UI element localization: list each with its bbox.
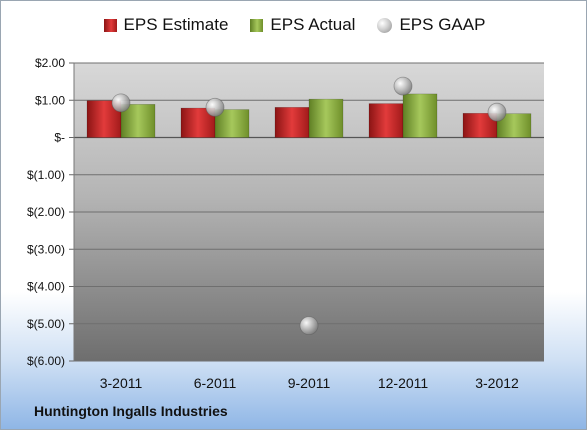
- x-category-label: 3-2012: [475, 375, 519, 391]
- y-tick-label: $(4.00): [27, 280, 65, 294]
- point-eps-gaap: [299, 316, 319, 336]
- legend-item-eps-actual: EPS Actual: [250, 15, 355, 35]
- x-category-label: 12-2011: [378, 375, 429, 391]
- legend-label-eps-gaap: EPS GAAP: [399, 15, 486, 34]
- y-tick-label: $1.00: [35, 93, 65, 107]
- chart-legend: EPS Estimate EPS Actual EPS GAAP: [1, 15, 587, 35]
- legend-label-eps-actual: EPS Actual: [270, 15, 356, 34]
- point-eps-gaap: [393, 76, 413, 96]
- x-category-label: 3-2011: [100, 375, 143, 391]
- y-tick-label: $(2.00): [27, 205, 65, 219]
- bar-eps-actual: [402, 93, 438, 138]
- y-tick-label: $(3.00): [27, 242, 65, 256]
- y-tick-label: $(5.00): [27, 317, 65, 331]
- legend-item-eps-gaap: EPS GAAP: [377, 15, 485, 35]
- y-tick-label: $2.00: [35, 56, 65, 70]
- bar-eps-actual: [214, 109, 250, 138]
- bar-eps-estimate: [368, 103, 404, 138]
- point-eps-gaap: [205, 97, 225, 117]
- y-tick-label: $(1.00): [27, 168, 65, 182]
- legend-swatch-eps-estimate: [103, 18, 117, 32]
- y-tick-label: $(6.00): [27, 354, 65, 368]
- legend-item-eps-estimate: EPS Estimate: [103, 15, 229, 35]
- x-category-label: 9-2011: [288, 375, 331, 391]
- y-tick-label: $-: [54, 131, 65, 145]
- bar-eps-estimate: [274, 107, 310, 138]
- legend-swatch-eps-actual: [250, 18, 264, 32]
- company-name: Huntington Ingalls Industries: [34, 403, 228, 419]
- bar-eps-actual: [308, 98, 344, 138]
- legend-label-eps-estimate: EPS Estimate: [123, 15, 229, 34]
- point-eps-gaap: [487, 102, 507, 122]
- point-eps-gaap: [111, 93, 131, 113]
- x-category-label: 6-2011: [194, 375, 237, 391]
- legend-swatch-eps-gaap: [377, 17, 393, 33]
- bar-eps-actual: [496, 113, 532, 138]
